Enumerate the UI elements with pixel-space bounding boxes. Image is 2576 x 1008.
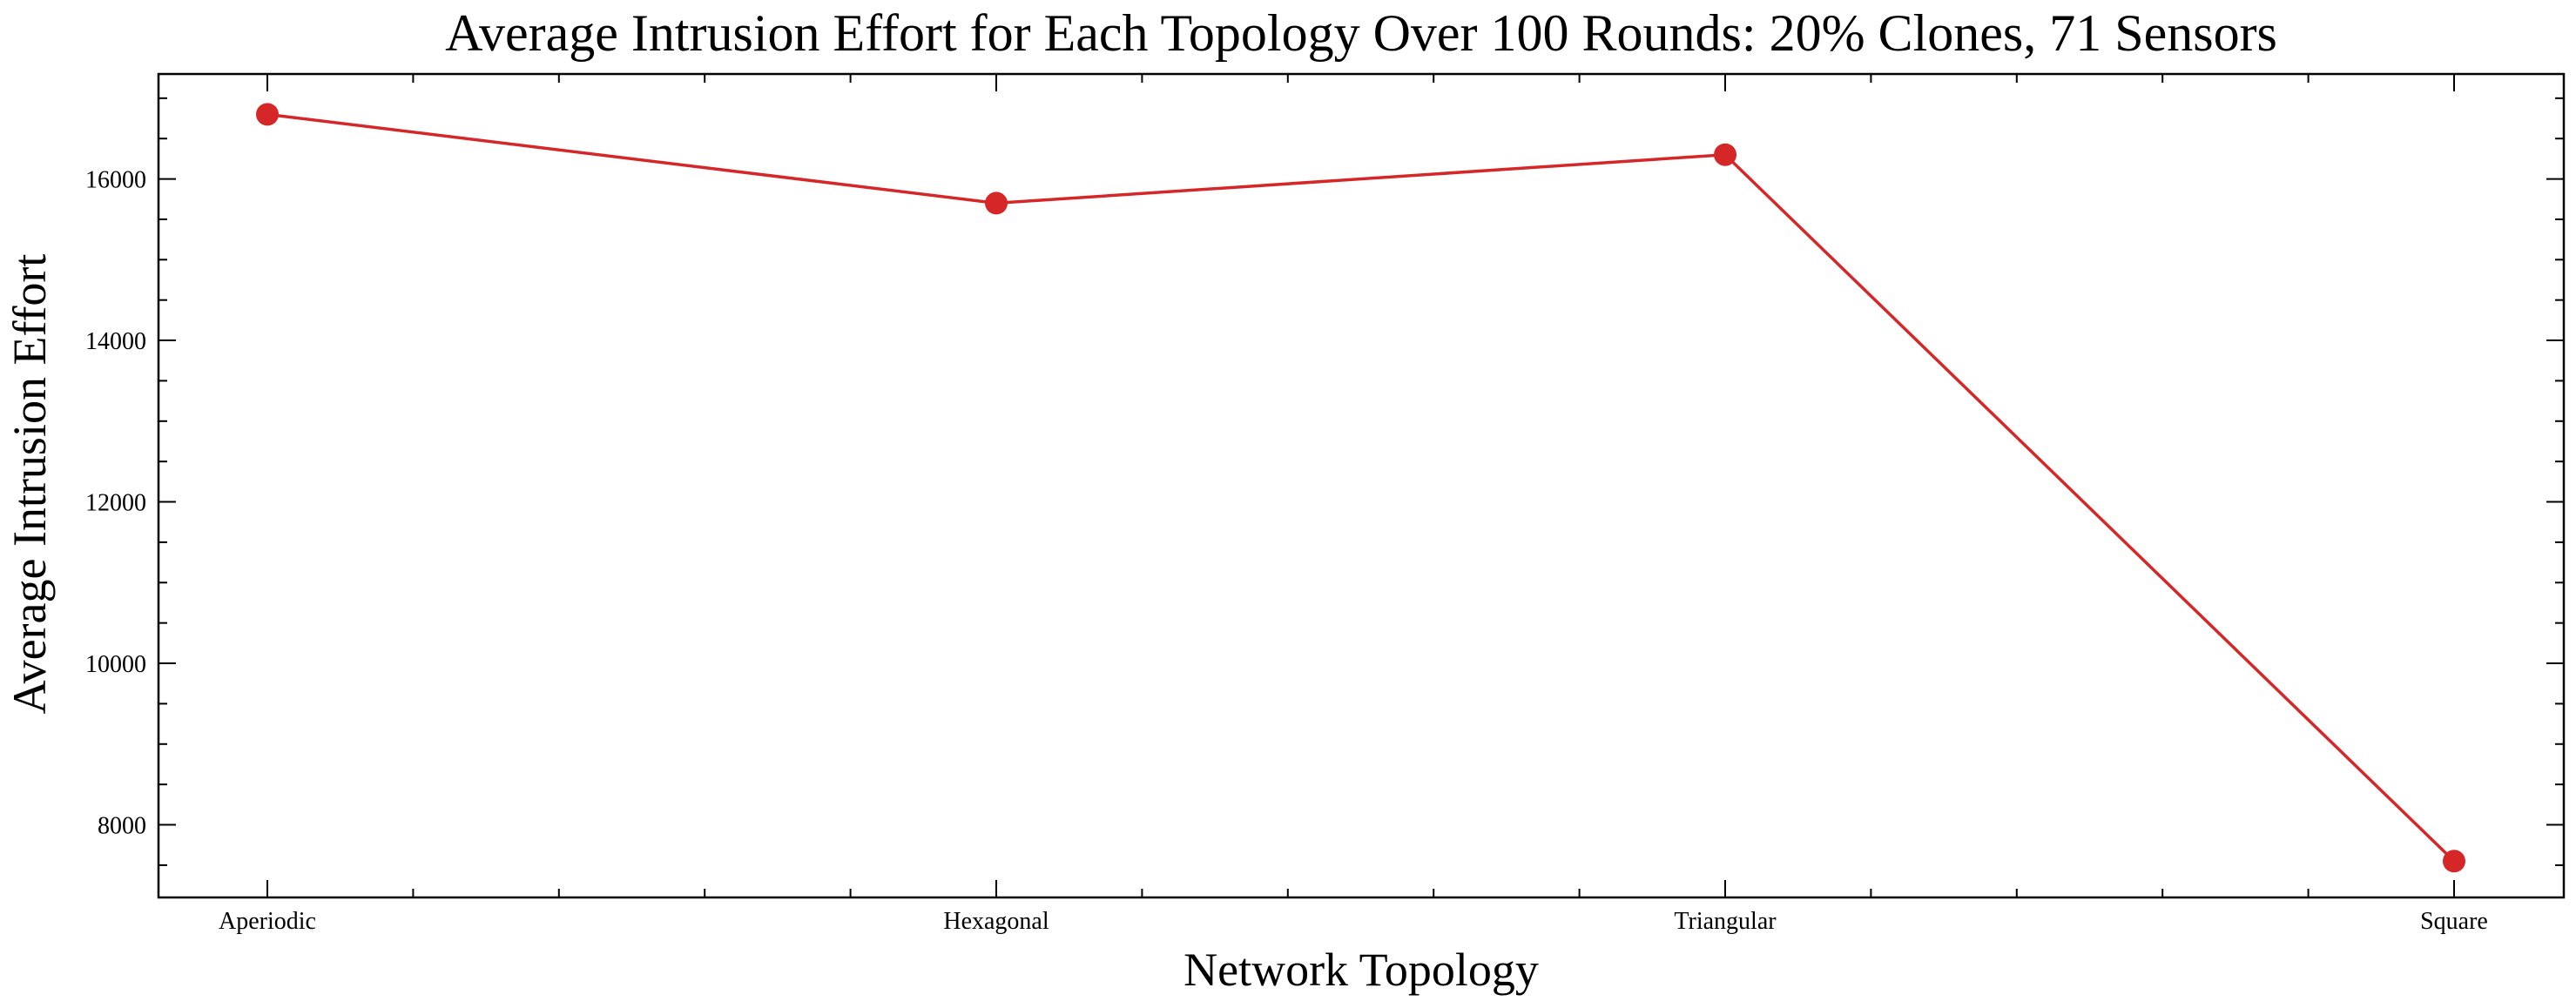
series-layer bbox=[256, 103, 2465, 873]
x-axis-label: Network Topology bbox=[1183, 944, 1539, 996]
y-tick-label: 10000 bbox=[85, 651, 146, 678]
data-point bbox=[985, 192, 1008, 215]
x-tick-label: Hexagonal bbox=[943, 908, 1049, 935]
y-tick-label: 8000 bbox=[98, 813, 146, 840]
data-point bbox=[256, 103, 279, 126]
x-tick-label: Aperiodic bbox=[219, 908, 316, 935]
tick-labels: 8000 10000 12000 14000 16000 Aperiodic Hexagon… bbox=[85, 167, 2488, 935]
axis-ticks bbox=[158, 74, 2564, 897]
chart-title: Average Intrusion Effort for Each Topolo… bbox=[445, 4, 2277, 62]
y-axis-label: Average Intrusion Effort bbox=[3, 254, 56, 715]
plot-area-frame bbox=[157, 72, 2566, 899]
x-tick-label: Square bbox=[2420, 908, 2488, 935]
y-tick-label: 12000 bbox=[85, 490, 146, 517]
x-tick-label: Triangular bbox=[1674, 908, 1777, 935]
series-line bbox=[266, 112, 2456, 863]
data-point bbox=[1714, 143, 1736, 166]
data-point bbox=[2443, 850, 2465, 873]
y-tick-label: 16000 bbox=[85, 167, 146, 194]
y-tick-label: 14000 bbox=[85, 328, 146, 355]
